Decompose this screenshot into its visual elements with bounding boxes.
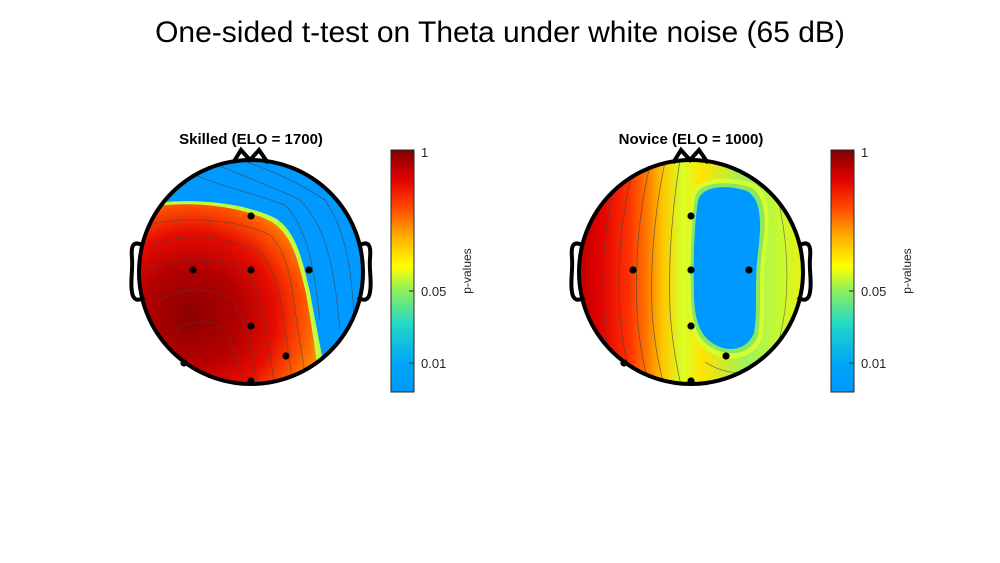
electrode: [247, 322, 255, 330]
colorbar-tick: 1: [861, 145, 868, 160]
electrode: [620, 359, 628, 367]
colorbar-label: p-values: [460, 248, 474, 293]
electrode: [247, 377, 255, 385]
electrode: [189, 266, 197, 274]
right-ear-icon: [796, 241, 813, 302]
electrode: [687, 322, 695, 330]
electrodes-skilled: [180, 212, 313, 385]
electrode: [722, 352, 730, 360]
electrode: [745, 266, 753, 274]
colorbar-gradient: [830, 149, 855, 393]
panel-title-novice: Novice (ELO = 1000): [619, 131, 764, 148]
electrode: [687, 377, 695, 385]
electrodes-novice: [620, 212, 753, 385]
colorbar-skilled: 1 0.05 0.01 p-values: [390, 145, 474, 393]
figure-title: One-sided t-test on Theta under white no…: [155, 16, 845, 49]
nose-icon: [671, 146, 710, 165]
colorbar-tick: 1: [421, 145, 428, 160]
electrode: [247, 266, 255, 274]
colorbar-label: p-values: [900, 248, 914, 293]
colorbar-gradient: [390, 149, 415, 393]
colorbar-tick: 0.01: [861, 356, 886, 371]
colorbar-tick: 0.01: [421, 356, 446, 371]
electrode: [687, 266, 695, 274]
electrode: [247, 212, 255, 220]
topomap-skilled: Skilled (ELO = 1700): [129, 131, 474, 393]
electrode: [629, 266, 637, 274]
colorbar-tick: 0.05: [861, 284, 886, 299]
left-ear-icon: [569, 241, 586, 302]
colorbar-novice: 1 0.05 0.01 p-values: [830, 145, 914, 393]
colorbar-tick: 0.05: [421, 284, 446, 299]
electrode: [282, 352, 290, 360]
electrode: [305, 266, 313, 274]
panel-title-skilled: Skilled (ELO = 1700): [179, 131, 323, 148]
left-ear-icon: [129, 241, 146, 302]
topomap-novice: Novice (ELO = 1000): [569, 131, 914, 393]
topomap-skilled-fill: [139, 160, 363, 384]
electrode: [180, 359, 188, 367]
right-ear-icon: [356, 241, 373, 302]
electrode: [687, 212, 695, 220]
nose-icon: [231, 146, 270, 165]
